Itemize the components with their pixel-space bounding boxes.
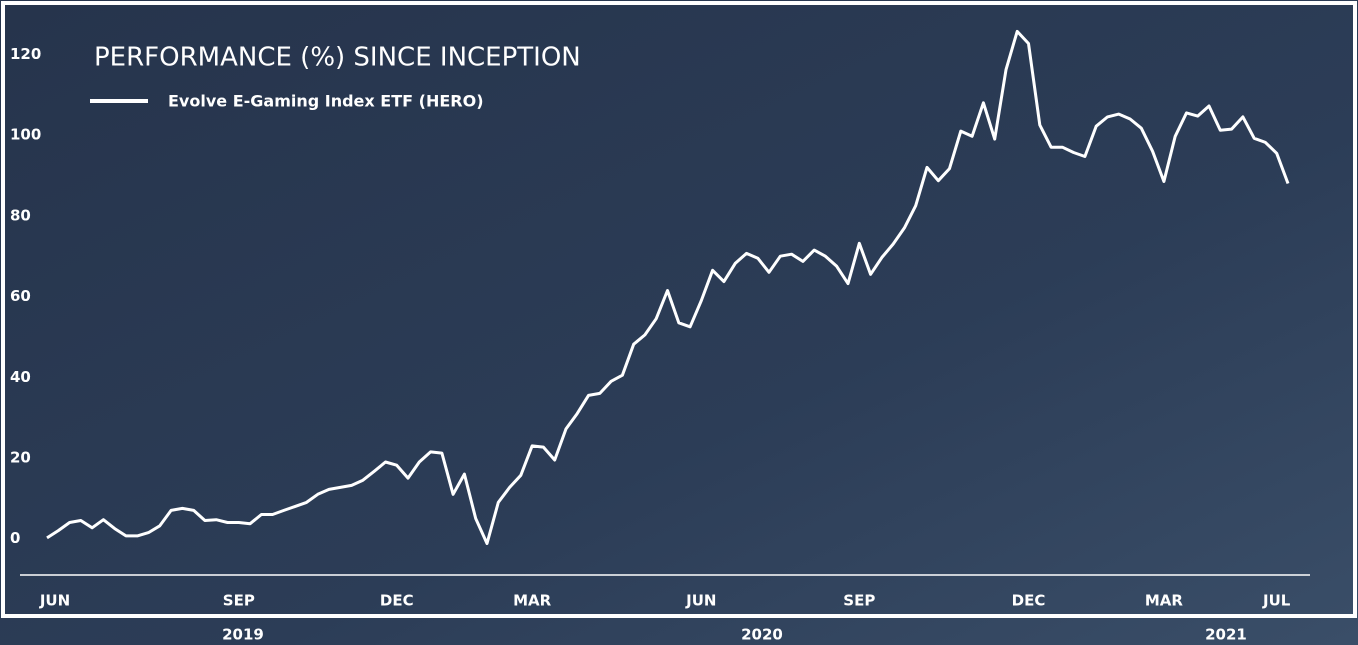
x-tick-label: JUL: [1262, 592, 1291, 610]
legend-label: Evolve E-Gaming Index ETF (HERO): [168, 92, 484, 111]
y-tick-label: 120: [10, 45, 41, 63]
y-tick-label: 0: [10, 529, 20, 547]
y-tick-label: 100: [10, 126, 41, 144]
chart-title: PERFORMANCE (%) SINCE INCEPTION: [94, 43, 581, 73]
y-tick-label: 80: [10, 206, 31, 224]
x-tick-label: JUN: [685, 592, 716, 610]
x-tick-label: DEC: [1012, 592, 1046, 610]
chart: PERFORMANCE (%) SINCE INCEPTION Evolve E…: [0, 0, 1358, 645]
x-tick-label: SEP: [843, 592, 875, 610]
x-tick-label: SEP: [223, 592, 255, 610]
x-tick-label: MAR: [513, 592, 552, 610]
x-group-label: 2019: [222, 626, 264, 644]
x-tick-label: JUN: [39, 592, 70, 610]
x-tick-label: DEC: [380, 592, 414, 610]
y-tick-label: 40: [10, 368, 31, 386]
x-tick-label: MAR: [1145, 592, 1184, 610]
x-group-label: 2021: [1205, 626, 1247, 644]
y-tick-label: 20: [10, 448, 31, 466]
x-group-label: 2020: [741, 626, 783, 644]
y-tick-label: 60: [10, 287, 31, 305]
